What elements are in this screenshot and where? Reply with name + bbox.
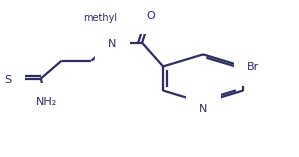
Text: methyl: methyl: [83, 13, 117, 23]
Text: NH₂: NH₂: [36, 97, 57, 107]
Text: S: S: [4, 75, 12, 84]
Text: N: N: [199, 104, 207, 114]
Text: O: O: [146, 11, 155, 21]
Text: N: N: [108, 39, 117, 49]
Text: Br: Br: [247, 62, 260, 72]
